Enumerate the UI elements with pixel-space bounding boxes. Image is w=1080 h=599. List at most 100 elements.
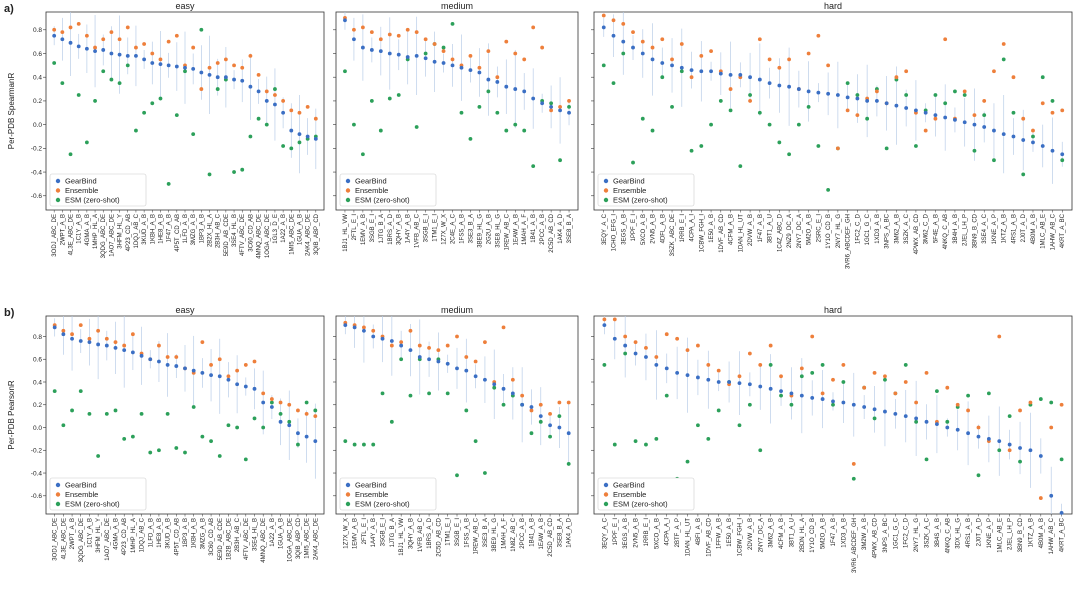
data-point-gearbind (1007, 442, 1012, 447)
data-point-ensemble (217, 357, 222, 362)
data-point-gearbind (278, 419, 283, 424)
data-point-gearbind (256, 89, 261, 94)
subplot-hard: hard 3EQY_A_C 1PPF_E_I 3EGS_A_B 2VN5_A_B 1RRB… (591, 305, 1073, 573)
x-tick-label: 4NKQ_C_AB (943, 214, 949, 249)
x-tick-label: 1MHP_HL_A (93, 214, 99, 249)
data-point-gearbind (872, 407, 877, 412)
data-point-esm (567, 104, 571, 109)
x-tick-label: 1B41_A_B (529, 518, 535, 547)
legend-marker (55, 197, 61, 203)
data-point-esm (986, 391, 991, 396)
data-point-ensemble (696, 343, 700, 348)
x-tick-label: 1DAN_HL_UT (686, 518, 692, 557)
data-point-ensemble (313, 414, 318, 419)
data-point-ensemble (623, 334, 628, 339)
data-point-ensemble (768, 343, 773, 348)
data-point-ensemble (612, 317, 617, 322)
data-point-esm (130, 434, 135, 439)
data-point-ensemble (904, 69, 909, 74)
legend-marker (345, 492, 351, 497)
data-point-gearbind (174, 364, 179, 368)
x-tick-label: 3SZK_A_C (904, 213, 910, 244)
x-tick-label: 1KTZ_A_B (1002, 214, 1008, 243)
data-point-gearbind (966, 431, 970, 436)
x-tick-label: 5XCO_A_B (654, 518, 660, 549)
data-point-gearbind (845, 95, 850, 100)
x-tick-label: 2C5D_AB_CD (549, 213, 555, 252)
data-point-gearbind (982, 125, 987, 129)
data-point-ensemble (924, 370, 929, 375)
x-tick-label: 1FSS_A_B (459, 214, 465, 244)
data-point-ensemble (157, 343, 161, 348)
data-point-gearbind (414, 53, 419, 58)
x-tick-label: 3EQY_A_C (602, 213, 608, 245)
data-point-gearbind (602, 323, 607, 328)
x-tick-label: 1C4Z_ABC_D (777, 213, 783, 252)
data-point-gearbind (664, 366, 669, 371)
data-point-esm (240, 167, 245, 172)
data-point-gearbind (405, 55, 410, 59)
x-tick-label: 1DVF_AB_CD (706, 517, 712, 556)
data-point-gearbind (558, 108, 562, 113)
data-point-ensemble (997, 334, 1002, 339)
x-tick-label: 2BTF_A_P (675, 518, 681, 547)
data-point-esm (768, 363, 773, 367)
data-point-esm (477, 104, 482, 109)
x-tick-label: 3KUD_A_B (142, 214, 148, 245)
data-point-gearbind (139, 353, 144, 358)
data-point-ensemble (1007, 448, 1012, 453)
data-point-gearbind (768, 386, 773, 391)
x-tick-label: 1F47_A_B (758, 214, 764, 242)
data-point-gearbind (566, 431, 571, 436)
x-tick-label: 2NZ9_DC_A (787, 214, 793, 248)
x-tick-label: 1F47_A_B (831, 518, 837, 546)
data-point-gearbind (767, 81, 772, 86)
x-tick-label: 2DVW_A_B (748, 518, 754, 550)
legend-marker (603, 482, 609, 488)
data-point-esm (664, 393, 669, 398)
data-point-ensemble (933, 116, 938, 121)
data-point-ensemble (96, 328, 101, 333)
data-point-esm (199, 27, 204, 32)
data-point-gearbind (455, 366, 459, 371)
data-point-gearbind (1031, 140, 1035, 145)
data-point-gearbind (789, 391, 794, 396)
data-point-ensemble (992, 69, 996, 74)
data-point-ensemble (150, 51, 155, 56)
data-point-gearbind (1018, 446, 1022, 450)
data-point-esm (200, 434, 205, 439)
data-point-gearbind (548, 423, 552, 428)
data-point-gearbind (70, 336, 74, 341)
data-point-esm (522, 128, 527, 133)
subplot-title: easy (175, 305, 195, 315)
subplot-easy: easy 3ODJ_ABC_DE 2WPT_A_B 4L3E_ABC_DE 1C1Y_A… (43, 1, 325, 259)
data-point-esm (61, 423, 66, 428)
data-point-ensemble (436, 348, 441, 353)
x-tick-label: 4CPA_A_I (665, 518, 671, 546)
data-point-gearbind (953, 117, 957, 122)
data-point-gearbind (903, 414, 908, 419)
data-point-esm (738, 164, 743, 169)
data-point-gearbind (380, 336, 385, 341)
data-point-ensemble (685, 348, 690, 353)
data-point-ensemble (621, 21, 626, 26)
data-point-gearbind (670, 63, 674, 68)
legend-label: Ensemble (65, 490, 98, 499)
data-point-esm (767, 122, 772, 127)
subplot-title: easy (175, 1, 195, 11)
x-tick-label: 4L3E_ABC_DE (69, 214, 75, 255)
x-tick-label: 4P5T_CD_AB (174, 518, 180, 556)
data-point-esm (602, 363, 607, 367)
data-point-gearbind (855, 96, 860, 101)
data-point-ensemble (566, 400, 571, 405)
data-point-esm (109, 77, 114, 82)
x-tick-label: 1BJ1_HL_VW (399, 518, 405, 556)
data-point-ensemble (640, 39, 645, 44)
legend-marker (55, 501, 61, 507)
data-point-esm (122, 436, 127, 441)
x-tick-label: 1DVF_AB_CD (719, 213, 725, 252)
data-point-gearbind (343, 18, 347, 23)
data-point-esm (269, 400, 274, 405)
legend-label: GearBind (65, 177, 97, 186)
data-point-gearbind (557, 425, 562, 430)
